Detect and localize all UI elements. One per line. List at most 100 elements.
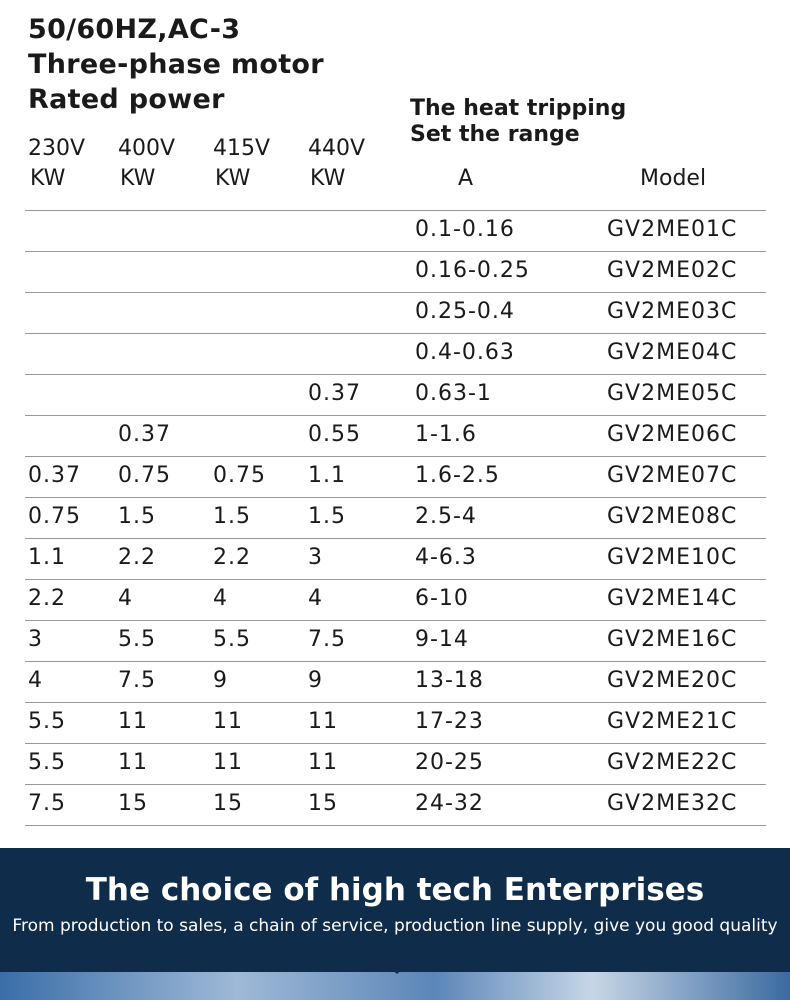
row-rule xyxy=(25,620,766,621)
table-cell: 4-6.3 xyxy=(415,545,477,570)
table-cell: 0.55 xyxy=(308,422,361,447)
table-cell: 15 xyxy=(308,791,338,816)
column-unit: KW xyxy=(310,166,346,191)
header-line: Three-phase motor xyxy=(28,49,324,80)
table-cell: 0.4-0.63 xyxy=(415,340,515,365)
banner-title: The choice of high tech Enterprises xyxy=(85,872,705,908)
range-head: Set the range xyxy=(410,122,580,147)
row-rule xyxy=(25,784,766,785)
row-rule xyxy=(25,292,766,293)
table-cell: 11 xyxy=(308,750,338,775)
table-cell: 4 xyxy=(118,586,133,611)
row-rule xyxy=(25,374,766,375)
banner-subtitle: From production to sales, a chain of ser… xyxy=(12,916,778,936)
header-line: 50/60HZ,AC-3 xyxy=(28,14,241,45)
row-rule xyxy=(25,497,766,498)
table-cell: 11 xyxy=(213,709,243,734)
table-cell: 0.75 xyxy=(118,463,171,488)
table-cell: 11 xyxy=(308,709,338,734)
table-cell: 1-1.6 xyxy=(415,422,477,447)
table-cell: 9 xyxy=(213,668,228,693)
table-cell: GV2ME32C xyxy=(607,791,738,816)
table-cell: 9-14 xyxy=(415,627,469,652)
header-line: Rated power xyxy=(28,84,225,115)
table-cell: 2.2 xyxy=(118,545,156,570)
table-cell: 11 xyxy=(118,709,148,734)
row-rule xyxy=(25,251,766,252)
row-rule xyxy=(25,579,766,580)
table-cell: 3 xyxy=(308,545,323,570)
table-cell: 1.1 xyxy=(28,545,66,570)
table-cell: 2.5-4 xyxy=(415,504,477,529)
table-cell: GV2ME01C xyxy=(607,217,738,242)
table-cell: 2.2 xyxy=(213,545,251,570)
row-rule xyxy=(25,661,766,662)
column-voltage: 230V xyxy=(28,136,86,161)
table-cell: 6-10 xyxy=(415,586,469,611)
table-cell: 5.5 xyxy=(28,709,66,734)
row-rule xyxy=(25,415,766,416)
row-rule xyxy=(25,210,766,211)
table-cell: GV2ME16C xyxy=(607,627,738,652)
table-cell: 5.5 xyxy=(213,627,251,652)
table-cell: 4 xyxy=(213,586,228,611)
row-rule xyxy=(25,333,766,334)
table-cell: 0.75 xyxy=(28,504,81,529)
table-cell: 1.6-2.5 xyxy=(415,463,500,488)
table-cell: 11 xyxy=(118,750,148,775)
table-cell: 0.37 xyxy=(118,422,171,447)
model-head: Model xyxy=(640,166,707,191)
table-cell: 4 xyxy=(28,668,43,693)
table-cell: 0.37 xyxy=(308,381,361,406)
table-cell: 1.1 xyxy=(308,463,346,488)
column-voltage: 400V xyxy=(118,136,176,161)
table-cell: 15 xyxy=(213,791,243,816)
table-cell: 11 xyxy=(213,750,243,775)
column-voltage: 415V xyxy=(213,136,271,161)
table-cell: 1.5 xyxy=(308,504,346,529)
table-cell: GV2ME22C xyxy=(607,750,738,775)
photo-strip xyxy=(0,972,790,1000)
table-cell: 0.63-1 xyxy=(415,381,492,406)
table-cell: GV2ME03C xyxy=(607,299,738,324)
table-cell: 15 xyxy=(118,791,148,816)
table-cell: GV2ME08C xyxy=(607,504,738,529)
column-unit: KW xyxy=(120,166,156,191)
table-cell: 0.25-0.4 xyxy=(415,299,515,324)
table-cell: 0.1-0.16 xyxy=(415,217,515,242)
column-unit: KW xyxy=(215,166,251,191)
column-unit: KW xyxy=(30,166,66,191)
row-rule xyxy=(25,456,766,457)
table-cell: GV2ME10C xyxy=(607,545,738,570)
table-cell: 0.37 xyxy=(28,463,81,488)
banner: The choice of high tech Enterprises From… xyxy=(0,848,790,972)
table-cell: 1.5 xyxy=(118,504,156,529)
table-cell: 17-23 xyxy=(415,709,484,734)
table-cell: 13-18 xyxy=(415,668,484,693)
table-cell: GV2ME02C xyxy=(607,258,738,283)
column-voltage: 440V xyxy=(308,136,366,161)
table-cell: 5.5 xyxy=(28,750,66,775)
table-cell: 24-32 xyxy=(415,791,484,816)
table-cell: GV2ME14C xyxy=(607,586,738,611)
table-cell: 20-25 xyxy=(415,750,484,775)
table-cell: 2.2 xyxy=(28,586,66,611)
row-rule xyxy=(25,702,766,703)
table-cell: GV2ME05C xyxy=(607,381,738,406)
table-cell: GV2ME04C xyxy=(607,340,738,365)
row-rule xyxy=(25,825,766,826)
table-cell: 7.5 xyxy=(308,627,346,652)
table-cell: 5.5 xyxy=(118,627,156,652)
table-cell: 0.16-0.25 xyxy=(415,258,530,283)
row-rule xyxy=(25,538,766,539)
table-cell: 1.5 xyxy=(213,504,251,529)
table-cell: 9 xyxy=(308,668,323,693)
range-head: The heat tripping xyxy=(410,96,627,121)
table-cell: GV2ME07C xyxy=(607,463,738,488)
range-unit: A xyxy=(458,166,474,191)
table-cell: 3 xyxy=(28,627,43,652)
row-rule xyxy=(25,743,766,744)
table-cell: 7.5 xyxy=(118,668,156,693)
table-cell: 4 xyxy=(308,586,323,611)
